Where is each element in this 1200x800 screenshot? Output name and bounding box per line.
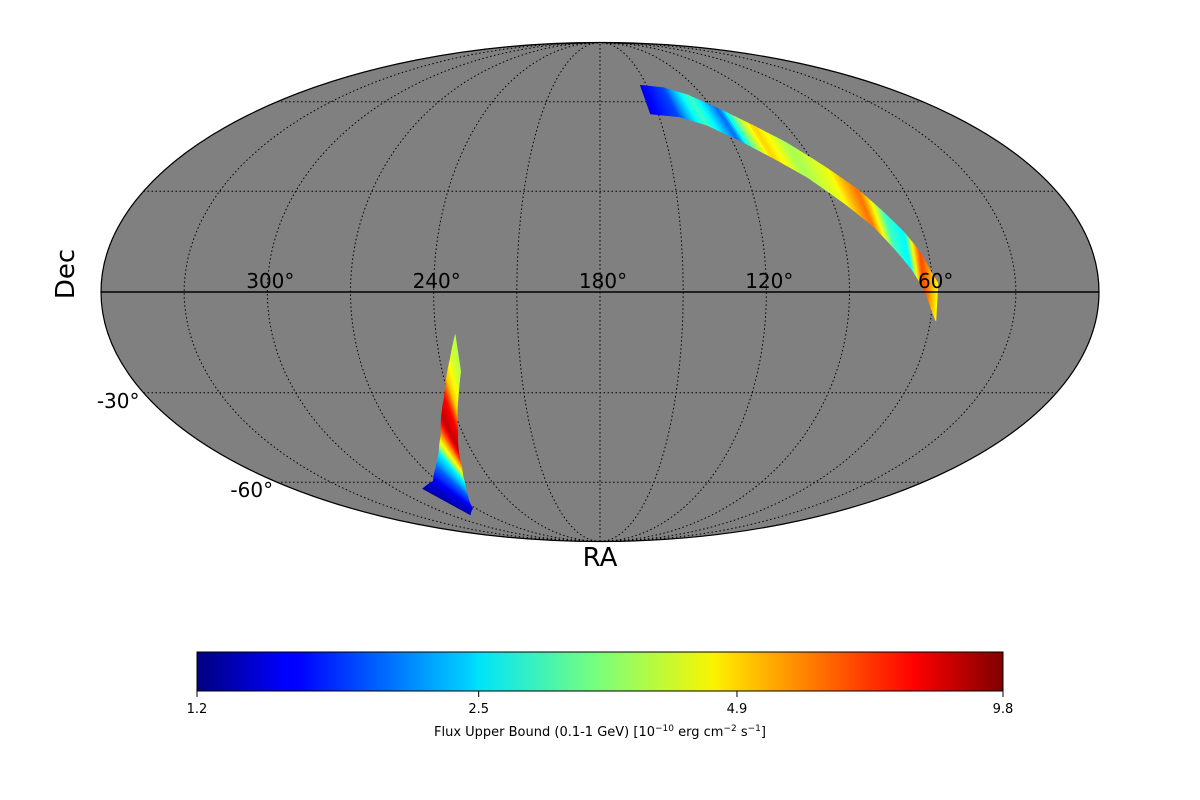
colorbar-tick-label: 4.9 [727,702,748,717]
y-axis-label: Dec [51,249,81,299]
meridian-line [599,42,934,542]
sky-border [100,41,1100,543]
colorbar-label: Flux Upper Bound (0.1-1 GeV) [10−10 erg … [434,724,766,740]
dec-tick-labels: -30° -60° [97,389,273,502]
colorbar-ticks: 1.2 2.5 4.9 9.8 [187,691,1014,717]
ra-tick-label: 240° [413,269,461,293]
meridian-line [599,42,767,542]
ra-tick-label: 180° [579,269,627,293]
meridian-line [433,42,601,542]
ra-tick-label: 60° [918,269,953,293]
dec-tick-label: -60° [230,478,273,502]
dec-tick-label: -30° [97,389,140,413]
colorbar-tick-label: 1.2 [187,702,208,717]
x-axis-label: RA [583,543,618,573]
ra-tick-labels: 300° 240° 180° 120° 60° [246,269,953,293]
colorbar-tick-label: 2.5 [468,702,489,717]
ra-tick-label: 300° [246,269,294,293]
ra-tick-label: 120° [745,269,793,293]
data-layer [422,84,939,516]
flux-pixel [422,487,471,516]
colorbar [196,651,1004,692]
meridian-line [266,42,601,542]
colorbar-tick-label: 9.8 [993,702,1014,717]
